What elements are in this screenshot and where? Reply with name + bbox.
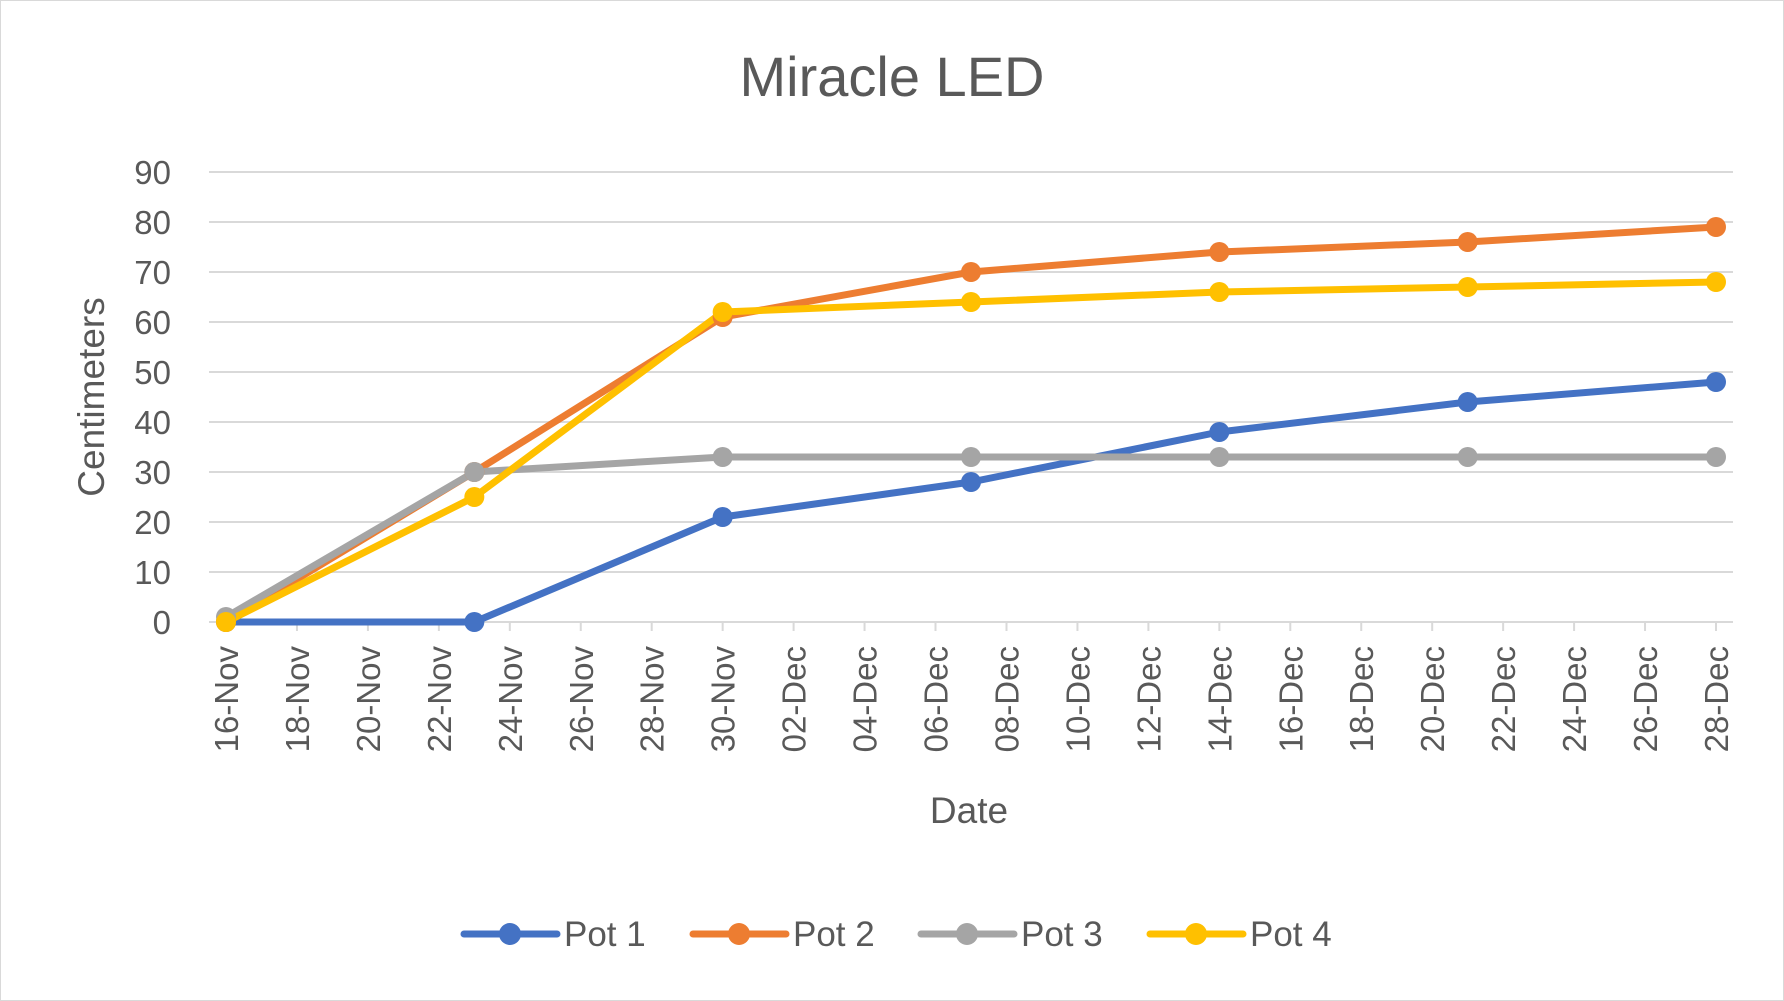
data-point-pot-3 bbox=[712, 447, 733, 467]
y-tick-labels: 0 10 20 30 40 50 60 70 80 90 bbox=[134, 154, 171, 641]
legend-label-pot-2: Pot 2 bbox=[793, 915, 875, 954]
data-point-pot-4 bbox=[1457, 277, 1478, 297]
y-tick-label: 10 bbox=[134, 554, 171, 591]
y-tick-label: 30 bbox=[134, 454, 171, 491]
data-point-pot-2 bbox=[1209, 242, 1230, 262]
x-tick-label: 22-Nov bbox=[421, 646, 458, 753]
gridlines bbox=[209, 171, 1733, 573]
legend-marker-pot-1 bbox=[499, 923, 521, 945]
x-tick-label: 10-Dec bbox=[1059, 646, 1096, 752]
x-axis-label: Date bbox=[930, 790, 1008, 831]
x-tick-label: 26-Nov bbox=[563, 646, 600, 753]
data-point-pot-3 bbox=[961, 447, 981, 467]
x-tick-label: 28-Nov bbox=[634, 646, 671, 753]
data-point-pot-3 bbox=[1706, 447, 1726, 467]
data-point-pot-1 bbox=[1457, 392, 1478, 412]
data-point-pot-4 bbox=[961, 292, 981, 312]
x-tick-label: 06-Dec bbox=[918, 646, 955, 752]
series-points bbox=[216, 217, 1726, 632]
series-lines bbox=[222, 223, 1720, 626]
y-tick-label: 40 bbox=[134, 404, 171, 441]
x-tick-label: 18-Dec bbox=[1343, 646, 1380, 752]
y-axis-label: Centimeters bbox=[71, 297, 112, 496]
data-point-pot-1 bbox=[712, 507, 733, 527]
x-tick-label: 02-Dec bbox=[776, 646, 813, 752]
x-tick-label: 20-Nov bbox=[350, 646, 387, 753]
data-point-pot-1 bbox=[1209, 422, 1230, 442]
legend-marker-pot-3 bbox=[956, 923, 978, 945]
x-tick-label: 30-Nov bbox=[705, 646, 742, 753]
data-point-pot-3 bbox=[1209, 447, 1230, 467]
y-tick-label: 20 bbox=[134, 504, 171, 541]
x-tick-label: 20-Dec bbox=[1414, 646, 1451, 752]
legend-marker-pot-2 bbox=[728, 923, 750, 945]
x-tick-label: 14-Dec bbox=[1201, 646, 1238, 752]
data-point-pot-2 bbox=[1706, 217, 1726, 237]
chart-title: Miracle LED bbox=[740, 45, 1045, 108]
data-point-pot-4 bbox=[1706, 272, 1726, 292]
data-point-pot-4 bbox=[712, 302, 733, 322]
data-point-pot-1 bbox=[961, 472, 981, 492]
legend-label-pot-3: Pot 3 bbox=[1021, 915, 1103, 954]
x-tick-label: 16-Nov bbox=[208, 646, 245, 753]
x-tick-label: 18-Nov bbox=[279, 646, 316, 753]
legend-label-pot-1: Pot 1 bbox=[564, 915, 646, 954]
y-tick-label: 60 bbox=[134, 304, 171, 341]
y-tick-label: 70 bbox=[134, 254, 171, 291]
x-tick-label: 24-Nov bbox=[492, 646, 529, 753]
data-point-pot-1 bbox=[464, 612, 485, 632]
y-tick-label: 50 bbox=[134, 354, 171, 391]
x-tick-label: 04-Dec bbox=[847, 646, 884, 752]
data-point-pot-1 bbox=[1706, 372, 1726, 392]
y-tick-label: 0 bbox=[153, 604, 171, 641]
legend-marker-pot-4 bbox=[1185, 923, 1207, 945]
data-point-pot-2 bbox=[961, 262, 981, 282]
x-tick-label: 26-Dec bbox=[1627, 646, 1664, 752]
data-point-pot-3 bbox=[1457, 447, 1478, 467]
legend-label-pot-4: Pot 4 bbox=[1250, 915, 1332, 954]
series-line-pot-1 bbox=[222, 378, 1720, 626]
x-tick-label: 16-Dec bbox=[1272, 646, 1309, 752]
x-tick-label: 22-Dec bbox=[1485, 646, 1522, 752]
x-tick-label: 28-Dec bbox=[1698, 646, 1735, 752]
y-tick-label: 80 bbox=[134, 204, 171, 241]
y-tick-label: 90 bbox=[134, 154, 171, 191]
data-point-pot-4 bbox=[1209, 282, 1230, 302]
x-tick-label: 08-Dec bbox=[988, 646, 1025, 752]
x-tick-label: 12-Dec bbox=[1130, 646, 1167, 752]
legend: Pot 1 Pot 2 Pot 3 Pot 4 bbox=[460, 915, 1332, 954]
x-tick-label: 24-Dec bbox=[1556, 646, 1593, 752]
x-tick-labels: 16-Nov 18-Nov 20-Nov 22-Nov 24-Nov 26-Nov 28-N… bbox=[208, 646, 1735, 753]
data-point-pot-2 bbox=[1457, 232, 1478, 252]
data-point-pot-4 bbox=[464, 487, 485, 507]
data-point-pot-3 bbox=[464, 462, 485, 482]
data-point-pot-4 bbox=[216, 612, 236, 632]
